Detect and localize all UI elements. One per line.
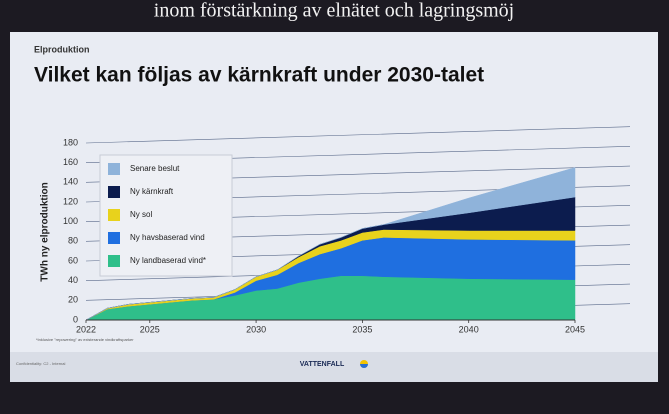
chart: inom förstärkning av elnätet och lagring… xyxy=(0,0,669,414)
y-tick-label: 20 xyxy=(68,295,78,305)
legend-label: Senare beslut xyxy=(130,164,180,173)
brand: VATTENFALL xyxy=(300,361,345,368)
legend-swatch xyxy=(108,163,120,175)
section-label: Elproduktion xyxy=(34,44,90,54)
x-tick-label: 2030 xyxy=(246,324,266,334)
legend-swatch xyxy=(108,186,120,198)
y-tick-label: 80 xyxy=(68,236,78,246)
page: {"caption": "inom förstärkning av elnäte… xyxy=(0,0,669,414)
y-tick-label: 60 xyxy=(68,255,78,265)
caption: inom förstärkning av elnätet och lagring… xyxy=(154,0,514,22)
y-tick-label: 120 xyxy=(63,196,78,206)
x-tick-label: 2022 xyxy=(76,324,96,334)
x-tick-label: 2025 xyxy=(140,324,160,334)
y-tick-label: 180 xyxy=(63,137,78,147)
footnote: *Inklusive "repowering" av existerande v… xyxy=(36,337,134,342)
x-tick-label: 2040 xyxy=(459,324,479,334)
y-tick-label: 160 xyxy=(63,157,78,167)
legend-swatch xyxy=(108,255,120,267)
legend-swatch xyxy=(108,232,120,244)
chart-title: Vilket kan följas av kärnkraft under 203… xyxy=(34,64,484,87)
legend-label: Ny kärnkraft xyxy=(130,187,174,196)
confidentiality: Confidentiality: C2 - Internal xyxy=(16,361,65,366)
legend-label: Ny landbaserad vind* xyxy=(130,256,206,265)
y-axis-label: TWh ny elproduktion xyxy=(40,182,51,281)
legend-swatch xyxy=(108,209,120,221)
x-tick-label: 2045 xyxy=(565,324,585,334)
y-tick-label: 140 xyxy=(63,177,78,187)
x-tick-label: 2035 xyxy=(352,324,372,334)
y-tick-label: 40 xyxy=(68,275,78,285)
legend-label: Ny sol xyxy=(130,210,152,219)
y-tick-label: 0 xyxy=(73,314,78,324)
y-tick-label: 100 xyxy=(63,216,78,226)
legend-label: Ny havsbaserad vind xyxy=(130,233,205,242)
